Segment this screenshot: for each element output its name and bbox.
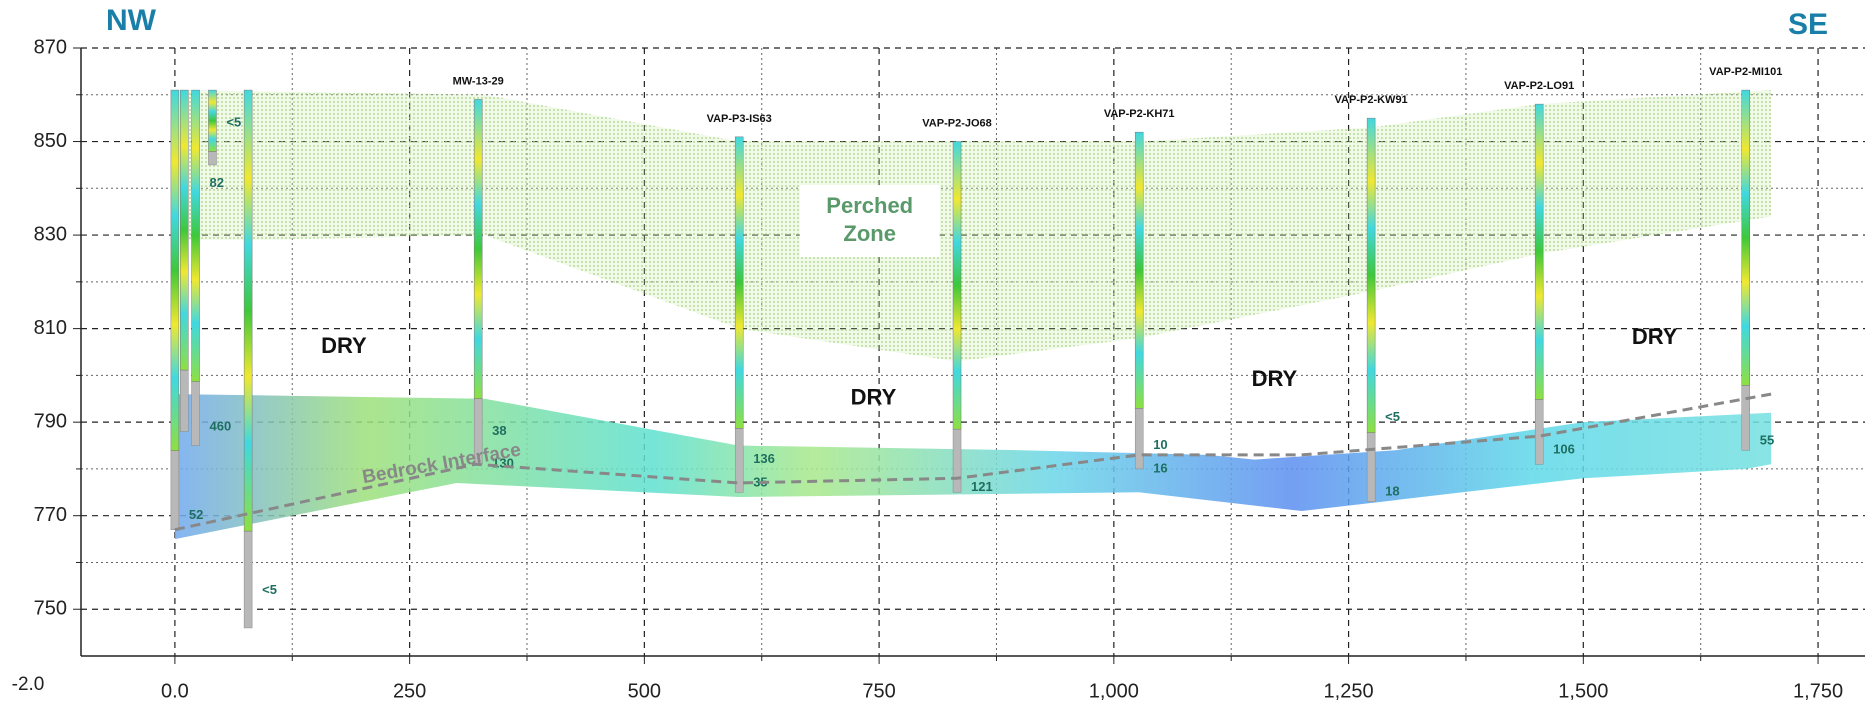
concentration-label: 10 xyxy=(1153,437,1167,452)
well-casing xyxy=(171,451,179,530)
x-tick-label: 1,250 xyxy=(1324,680,1374,702)
well-name: VAP-P2-LO91 xyxy=(1504,80,1574,92)
concentration-label: 106 xyxy=(1553,442,1575,457)
well xyxy=(1367,118,1375,432)
concentration-label: 55 xyxy=(1760,432,1774,447)
x-tick-label: 750 xyxy=(862,680,895,702)
well xyxy=(208,90,216,151)
concentration-label: <5 xyxy=(1385,409,1400,424)
x-tick-label: 250 xyxy=(393,680,426,702)
perched-zone-tint xyxy=(175,90,1771,361)
axis-corner-label: -2.0 xyxy=(12,674,45,695)
y-tick-label: 750 xyxy=(34,598,67,620)
x-tick-label: 1,750 xyxy=(1793,680,1843,702)
y-tick-label: 790 xyxy=(34,410,67,432)
concentration-label: 460 xyxy=(210,418,232,433)
concentration-label: 82 xyxy=(210,175,224,190)
well-name: VAP-P2-JO68 xyxy=(922,117,992,129)
well-casing xyxy=(244,531,252,628)
well-casing xyxy=(1367,433,1375,502)
well xyxy=(1742,90,1750,385)
x-tick-label: 1,000 xyxy=(1089,680,1139,702)
x-tick-label: 0.0 xyxy=(161,680,189,702)
dry-label: DRY xyxy=(1252,366,1298,391)
concentration-label: <5 xyxy=(262,582,277,597)
well xyxy=(180,90,188,370)
well-casing xyxy=(953,429,961,492)
dry-label: DRY xyxy=(321,333,367,358)
well xyxy=(735,137,743,428)
well-name: VAP-P3-IS63 xyxy=(707,113,772,125)
x-tick-label: 500 xyxy=(628,680,661,702)
well-name: VAP-P2-MI101 xyxy=(1709,66,1782,78)
y-tick-label: 810 xyxy=(34,317,67,339)
y-tick-label: 870 xyxy=(34,36,67,58)
y-tick-label: 850 xyxy=(34,130,67,152)
well-name: VAP-P2-KW91 xyxy=(1335,94,1408,106)
chart: NW SE -2.0 750 770 790 810 830 850 870 0.0 250 50… xyxy=(0,0,1871,709)
well-name: MW-13-29 xyxy=(453,75,504,87)
well xyxy=(474,99,482,398)
well xyxy=(171,90,179,450)
well xyxy=(1535,104,1543,399)
well-casing xyxy=(192,382,200,446)
corner-label-se: SE xyxy=(1788,8,1828,41)
dry-label: DRY xyxy=(1632,324,1678,349)
concentration-label: 121 xyxy=(971,479,993,494)
concentration-label: 18 xyxy=(1385,484,1399,499)
concentration-label: 16 xyxy=(1153,460,1167,475)
y-tick-label: 770 xyxy=(34,504,67,526)
well-casing xyxy=(1535,399,1543,464)
well-casing xyxy=(180,370,188,431)
well xyxy=(1135,132,1143,408)
well-name: VAP-P2-KH71 xyxy=(1104,108,1175,120)
dry-label: DRY xyxy=(851,385,897,410)
concentration-label: 38 xyxy=(492,423,506,438)
well xyxy=(244,90,252,531)
concentration-label: 52 xyxy=(189,507,203,522)
well-casing xyxy=(208,151,216,164)
well xyxy=(192,90,200,381)
concentration-label: <5 xyxy=(226,114,241,129)
concentration-label: 136 xyxy=(753,451,775,466)
perched-zone-label: Perched xyxy=(826,193,913,218)
y-tick-label: 830 xyxy=(34,223,67,245)
corner-label-nw: NW xyxy=(106,4,157,37)
x-tick-label: 1,500 xyxy=(1558,680,1608,702)
well xyxy=(953,142,961,430)
perched-zone-label: Zone xyxy=(843,221,896,246)
well-casing xyxy=(1135,408,1143,469)
well-casing xyxy=(1742,385,1750,450)
